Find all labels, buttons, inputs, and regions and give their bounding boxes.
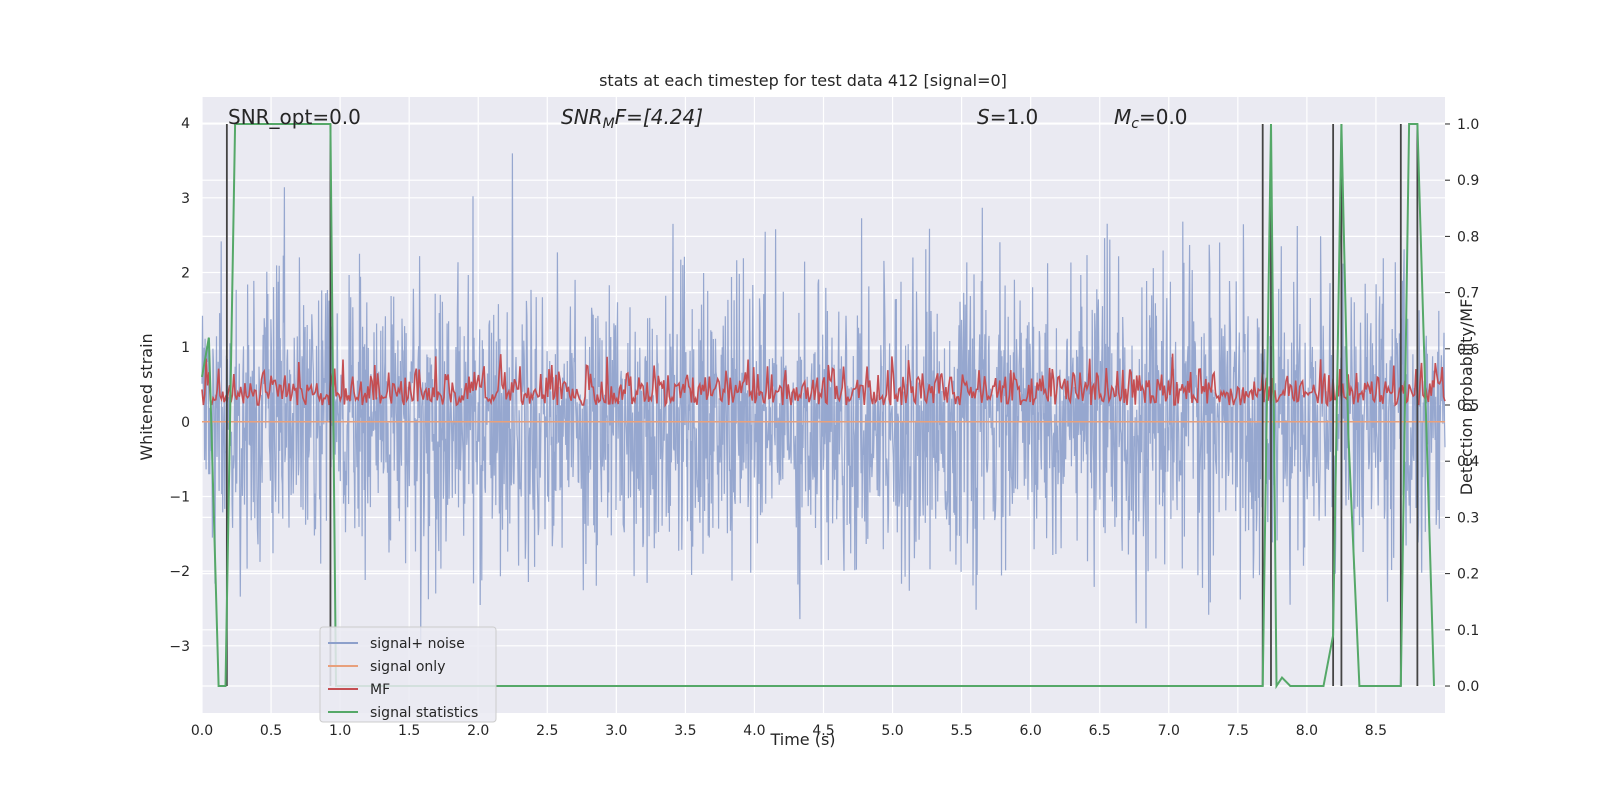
annotation-s-var: S	[977, 105, 990, 129]
legend-items: signal+ noise signal only MF signal statist…	[328, 636, 478, 721]
y-tick-label: 2	[181, 265, 190, 281]
y2-tick-label: 0.6	[1457, 342, 1479, 358]
y-tick-label: −3	[169, 639, 190, 655]
y-axis-label: Whitened strain	[137, 333, 156, 460]
x-tick-label: 0.5	[260, 723, 282, 739]
x-tick-label: 0.0	[191, 723, 213, 739]
series-mf	[201, 353, 1446, 408]
y-tick-label: 1	[181, 340, 190, 356]
annotation-mc-val: =0.0	[1139, 105, 1188, 129]
annotation-mc-var: M	[1114, 105, 1131, 129]
annotation-snr-opt: SNR_opt=0.0	[228, 105, 361, 129]
y2-tick-label: 0.0	[1457, 679, 1479, 695]
x-tick-label: 3.0	[605, 723, 627, 739]
series-signal-statistics	[201, 123, 1435, 690]
y2-tick-label: 0.1	[1457, 623, 1479, 639]
annotation-mc: Mc=0.0	[1114, 105, 1188, 132]
y-axis-ticks: −3 −2 −1 0 1 2 3 4	[169, 116, 190, 655]
x-tick-label: 5.0	[881, 723, 903, 739]
x-tick-label: 6.5	[1089, 723, 1111, 739]
annotation-s: S=1.0	[977, 105, 1038, 129]
y2-tick-label: 0.8	[1457, 229, 1479, 245]
x-axis-label: Time (s)	[769, 730, 835, 749]
x-tick-label: 6.0	[1020, 723, 1042, 739]
annotation-snr-mf-sub: M	[603, 116, 615, 132]
annotation-snr-mf-prefix: SNR	[561, 105, 603, 129]
y2-tick-label: 0.2	[1457, 567, 1479, 583]
x-tick-label: 5.5	[950, 723, 972, 739]
x-tick-label: 8.5	[1365, 723, 1387, 739]
x-tick-label: 7.5	[1227, 723, 1249, 739]
x-tick-label: 1.5	[398, 723, 420, 739]
x-tick-label: 1.0	[329, 723, 351, 739]
y2-tick-label: 0.9	[1457, 173, 1479, 189]
x-axis-ticks: 0.0 0.5 1.0 1.5 2.0 2.5 3.0 3.5 4.0 4.5 5.0 5.5 6.0 6…	[191, 723, 1387, 739]
y2-axis-label: Detection probability/MF	[1457, 299, 1476, 496]
chart-title: stats at each timestep for test data 412…	[599, 71, 1007, 90]
detection-vertical-lines	[225, 123, 1419, 687]
x-tick-label: 7.0	[1158, 723, 1180, 739]
y-tick-label: 0	[181, 415, 190, 431]
x-tick-label: 2.5	[536, 723, 558, 739]
legend: signal+ noise signal only MF signal statist…	[319, 626, 497, 723]
line-mf	[201, 353, 1446, 408]
series-signal-plus-noise	[201, 153, 1446, 641]
x-tick-label: 3.5	[674, 723, 696, 739]
annotation-snr-mf: SNRMF=[4.24]	[561, 105, 703, 132]
y2-tick-label: 0.3	[1457, 510, 1479, 526]
annotation-s-val: =1.0	[990, 105, 1039, 129]
legend-label: signal+ noise	[370, 636, 465, 652]
legend-label: signal statistics	[370, 705, 478, 721]
annotation-snr-mf-suffix: F=[4.24]	[615, 105, 703, 129]
legend-label: signal only	[370, 659, 445, 675]
x-tick-label: 2.0	[467, 723, 489, 739]
y-tick-label: −2	[169, 564, 190, 580]
x-tick-label: 8.0	[1296, 723, 1318, 739]
annotation-mc-sub: c	[1131, 116, 1139, 132]
y2-tick-label: 1.0	[1457, 117, 1479, 133]
y-tick-label: 3	[181, 191, 190, 207]
line-signal-plus-noise	[201, 153, 1446, 641]
y-tick-label: −1	[169, 489, 190, 505]
legend-label: MF	[370, 682, 390, 698]
legend-box	[319, 626, 497, 723]
y2-tick-label: 0.5	[1457, 398, 1479, 414]
y-tick-label: 4	[181, 116, 190, 132]
x-tick-label: 4.0	[743, 723, 765, 739]
x-tick-label: 4.5	[812, 723, 834, 739]
y2-tick-label: 0.7	[1457, 286, 1479, 302]
y2-axis-ticks: 0.0 0.1 0.2 0.3 0.4 0.5 0.6 0.7 0.8 0.9 1.0	[1445, 117, 1479, 695]
y2-tick-label: 0.4	[1457, 454, 1479, 470]
line-signal-statistics	[201, 123, 1435, 690]
